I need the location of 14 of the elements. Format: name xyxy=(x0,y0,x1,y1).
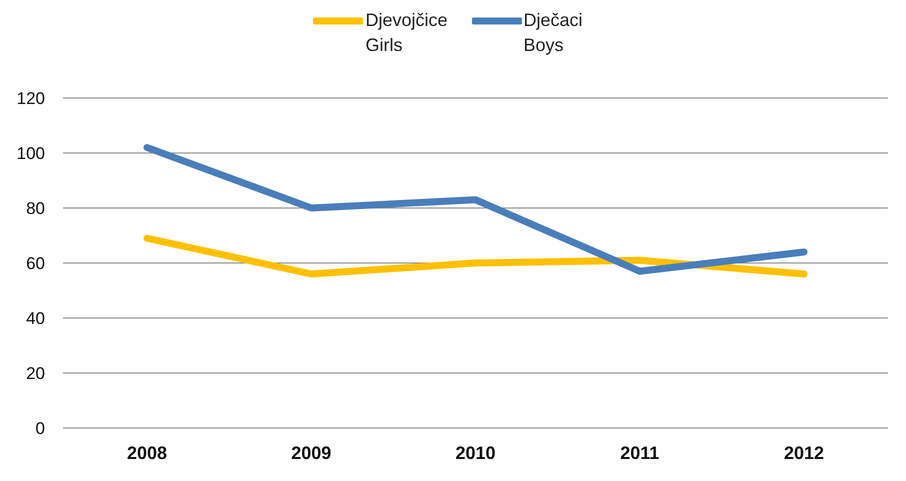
y-tick-label: 0 xyxy=(36,419,45,438)
y-tick-label: 80 xyxy=(26,199,45,218)
legend-label: Djevojčice Girls xyxy=(365,9,448,57)
y-tick-label: 120 xyxy=(16,89,45,108)
legend-label: Dječaci Boys xyxy=(524,9,583,57)
x-tick-label: 2009 xyxy=(291,442,332,463)
x-tick-label: 2010 xyxy=(455,442,496,463)
y-tick-label: 20 xyxy=(26,364,45,384)
x-tick-label: 2008 xyxy=(126,442,168,463)
y-tick-label: 40 xyxy=(26,309,45,328)
y-tick-label: 60 xyxy=(26,254,45,274)
x-tick-label: 2012 xyxy=(784,442,824,463)
y-tick-label: 100 xyxy=(16,144,45,164)
x-tick-label: 2011 xyxy=(620,442,660,463)
